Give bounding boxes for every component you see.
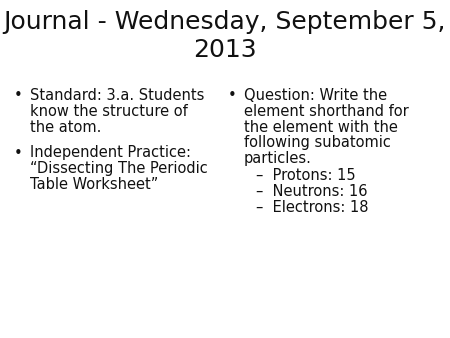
Text: –  Neutrons: 16: – Neutrons: 16 (256, 184, 368, 199)
Text: “Dissecting The Periodic: “Dissecting The Periodic (30, 161, 208, 176)
Text: particles.: particles. (244, 151, 312, 166)
Text: know the structure of: know the structure of (30, 104, 188, 119)
Text: Journal - Wednesday, September 5,: Journal - Wednesday, September 5, (4, 10, 446, 34)
Text: –  Protons: 15: – Protons: 15 (256, 168, 356, 183)
Text: Question: Write the: Question: Write the (244, 88, 387, 103)
Text: –  Electrons: 18: – Electrons: 18 (256, 200, 369, 215)
Text: Standard: 3.a. Students: Standard: 3.a. Students (30, 88, 204, 103)
Text: •: • (14, 145, 23, 161)
Text: following subatomic: following subatomic (244, 135, 391, 150)
Text: 2013: 2013 (193, 38, 257, 62)
Text: the atom.: the atom. (30, 120, 101, 135)
Text: •: • (228, 88, 237, 103)
Text: element shorthand for: element shorthand for (244, 104, 409, 119)
Text: Independent Practice:: Independent Practice: (30, 145, 191, 161)
Text: •: • (14, 88, 23, 103)
Text: the element with the: the element with the (244, 120, 398, 135)
Text: Table Worksheet”: Table Worksheet” (30, 177, 158, 192)
